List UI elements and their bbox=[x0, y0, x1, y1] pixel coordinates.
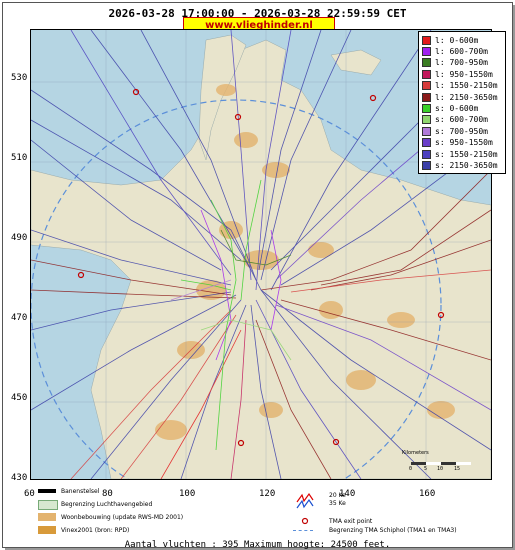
legend-swatch bbox=[422, 46, 431, 56]
noise-35-label: 35 Ke bbox=[329, 500, 346, 507]
legend-entry: s: 600-700m bbox=[422, 115, 488, 125]
legend-label: l: 1550-2150m bbox=[435, 81, 498, 91]
legend-label: l: 0-600m bbox=[435, 35, 479, 45]
x-tick-100: 100 bbox=[179, 489, 196, 499]
legend-swatch bbox=[422, 103, 431, 113]
legend-swatch bbox=[422, 92, 431, 102]
legend-label: s: 950-1550m bbox=[435, 138, 493, 148]
legend-swatch bbox=[422, 138, 431, 148]
tma-exit-icon bbox=[301, 517, 309, 525]
legend-swatch bbox=[422, 69, 431, 79]
runway-label: Banenstelsel bbox=[61, 488, 100, 495]
map-legend: Banenstelsel Begrenzing Luchthavengebied… bbox=[33, 486, 493, 541]
tma-boundary-circle bbox=[31, 99, 442, 479]
legend-swatch bbox=[422, 160, 431, 170]
legend-entry: s: 950-1550m bbox=[422, 138, 493, 148]
vinex-label: Vinex2001 (bron: RPD) bbox=[61, 527, 130, 534]
legend-entry: s: 0-600m bbox=[422, 103, 478, 113]
footer-summary: Aantal vluchten : 395 Maximum hoogte: 24… bbox=[124, 540, 391, 550]
legend-swatch bbox=[422, 126, 431, 136]
legend-label: s: 600-700m bbox=[435, 115, 488, 125]
legend-label: s: 1550-2150m bbox=[435, 149, 498, 159]
legend-label: l: 950-1550m bbox=[435, 69, 493, 79]
legend-label: l: 2150-3650m bbox=[435, 92, 498, 102]
legend-label: s: 700-950m bbox=[435, 126, 488, 136]
legend-entry: l: 0-600m bbox=[422, 35, 478, 45]
legend-label: l: 700-950m bbox=[435, 58, 488, 68]
legend-entry: l: 2150-3650m bbox=[422, 92, 498, 102]
island bbox=[330, 49, 382, 76]
legend-entry: s: 2150-3650m bbox=[422, 160, 498, 170]
legend-swatch bbox=[422, 81, 431, 91]
legend-swatch bbox=[422, 58, 431, 68]
legend-label: s: 2150-3650m bbox=[435, 160, 498, 170]
scale-tick-10: 10 bbox=[437, 466, 444, 472]
y-tick-530: 530 bbox=[11, 73, 28, 83]
airport-boundary-swatch bbox=[38, 500, 58, 510]
flight-track-map[interactable] bbox=[30, 29, 492, 480]
y-tick-510: 510 bbox=[11, 153, 28, 163]
housing-label: Woonbebouwing (update RWS-MD 2001) bbox=[61, 514, 184, 521]
legend-entry: l: 600-700m bbox=[422, 46, 488, 56]
scale-bar bbox=[411, 462, 471, 465]
legend-swatch bbox=[422, 115, 431, 125]
y-tick-430: 430 bbox=[11, 473, 28, 483]
tma-exit-label: TMA exit point bbox=[329, 518, 373, 525]
housing-swatch bbox=[38, 513, 56, 521]
legend-swatch bbox=[422, 35, 431, 45]
tma-boundary-line bbox=[293, 530, 313, 531]
y-tick-450: 450 bbox=[11, 393, 28, 403]
vinex-swatch bbox=[38, 526, 56, 534]
altitude-legend: l: 0-600m l: 600-700m l: 700-950m l: 950-15… bbox=[418, 31, 506, 174]
x-tick-60: 60 bbox=[24, 489, 35, 499]
y-tick-490: 490 bbox=[11, 233, 28, 243]
scale-tick-15: 15 bbox=[454, 466, 461, 472]
scale-bar-label: Kilometers bbox=[402, 450, 429, 456]
runway-swatch bbox=[38, 489, 56, 493]
legend-entry: l: 1550-2150m bbox=[422, 81, 498, 91]
noise-20-label: 20 Ke bbox=[329, 492, 346, 499]
x-tick-160: 160 bbox=[419, 489, 436, 499]
scale-tick-5: 5 bbox=[424, 466, 428, 472]
legend-entry: s: 1550-2150m bbox=[422, 149, 498, 159]
time-range-title: 2026-03-28 17:00:00 - 2026-03-28 22:59:5… bbox=[108, 7, 407, 20]
x-tick-140: 140 bbox=[339, 489, 356, 499]
y-tick-470: 470 bbox=[11, 313, 28, 323]
noise-contour-icon bbox=[296, 492, 314, 509]
tma-boundary-label: Begrenzing TMA Schiphol (TMA1 en TMA3) bbox=[329, 527, 457, 534]
grid-lines bbox=[31, 30, 491, 479]
x-tick-80: 80 bbox=[102, 489, 113, 499]
legend-label: l: 600-700m bbox=[435, 46, 488, 56]
legend-entry: l: 950-1550m bbox=[422, 69, 493, 79]
scale-tick-0: 0 bbox=[409, 466, 413, 472]
legend-entry: l: 700-950m bbox=[422, 58, 488, 68]
tma-exit-points bbox=[77, 88, 445, 447]
legend-swatch bbox=[422, 149, 431, 159]
legend-entry: s: 700-950m bbox=[422, 126, 488, 136]
airport-boundary-label: Begrenzing Luchthavengebied bbox=[61, 501, 153, 508]
legend-label: s: 0-600m bbox=[435, 103, 479, 113]
x-tick-120: 120 bbox=[259, 489, 276, 499]
